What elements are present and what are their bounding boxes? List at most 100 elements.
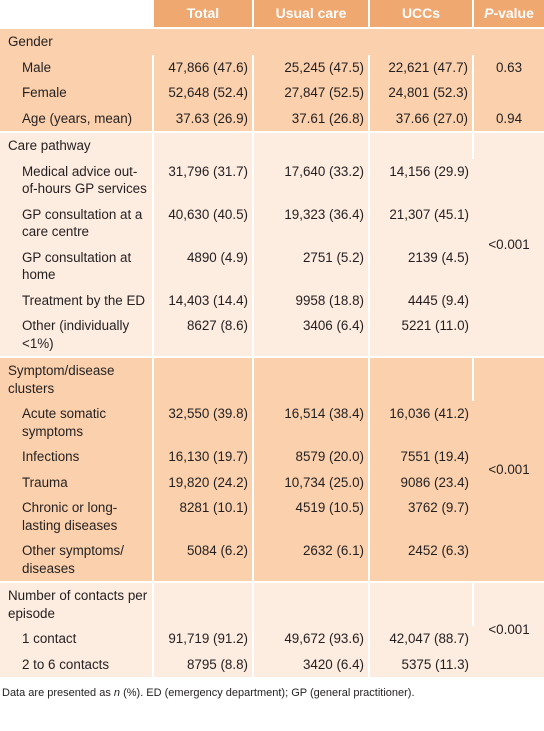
cell-total: 8795 (8.8) xyxy=(186,656,248,672)
section-label-symptom-clusters: Symptom/disease clusters xyxy=(8,363,115,396)
cell-p-value xyxy=(474,80,544,88)
header-p-italic: P xyxy=(484,5,494,21)
cell-uccs: 3762 (9.7) xyxy=(407,500,469,515)
footnote-n: n xyxy=(113,687,121,699)
row-label: 2 to 6 contacts xyxy=(22,656,110,672)
header-row: Total Usual care UCCs P-value xyxy=(0,0,544,29)
table-row: Other (individually <1%) 8627 (8.6) 3406… xyxy=(0,313,544,357)
row-label: Chronic or long-lasting diseases xyxy=(22,500,118,533)
cell-total: 8281 (10.1) xyxy=(179,500,249,515)
cell-usual-care: 9958 (18.8) xyxy=(295,292,365,308)
table-row: 2 to 6 contacts 8795 (8.8) 3420 (6.4) 53… xyxy=(0,651,544,677)
cell-total: 32,550 (39.8) xyxy=(168,406,248,421)
header-p-rest: -value xyxy=(493,5,534,21)
cell-usual-care: 4519 (10.5) xyxy=(295,500,365,515)
cell-usual-care: 49,672 (93.6) xyxy=(284,631,364,646)
cell-uccs: 7551 (19.4) xyxy=(400,449,470,464)
row-label: Other (individually <1%) xyxy=(22,318,130,351)
table-row: GP consultation at home 4890 (4.9) 2751 … xyxy=(0,244,544,288)
table-row: Medical advice out-of-hours GP services … xyxy=(0,158,544,202)
cell-uccs: 21,307 (45.1) xyxy=(389,206,469,222)
cell-usual-care: 27,847 (52.5) xyxy=(284,85,364,100)
cell-total: 91,719 (91.2) xyxy=(168,631,248,646)
cell-usual-care: 17,640 (33.2) xyxy=(284,163,364,179)
table-row: Female 52,648 (52.4) 27,847 (52.5) 24,80… xyxy=(0,80,544,106)
row-label: Male xyxy=(22,59,52,75)
cell-p-value-contacts: <0.001 xyxy=(488,622,530,638)
table-row: Treatment by the ED 14,403 (14.4) 9958 (… xyxy=(0,287,544,313)
row-label: Medical advice out-of-hours GP services xyxy=(22,163,147,197)
cell-uccs: 14,156 (29.9) xyxy=(389,163,469,179)
cell-usual-care: 8579 (20.0) xyxy=(295,449,365,464)
row-label: 1 contact xyxy=(22,631,77,646)
cell-usual-care: 3420 (6.4) xyxy=(302,656,364,672)
cell-total: 40,630 (40.5) xyxy=(168,206,248,222)
cell-total: 19,820 (24.2) xyxy=(168,474,248,490)
cell-usual-care: 19,323 (36.4) xyxy=(284,206,364,222)
table-row: 1 contact 91,719 (91.2) 49,672 (93.6) 42… xyxy=(0,626,544,652)
cell-uccs: 16,036 (41.2) xyxy=(389,406,469,421)
row-label: GP consultation at home xyxy=(22,249,132,283)
cell-total: 52,648 (52.4) xyxy=(168,85,248,100)
cell-uccs: 4445 (9.4) xyxy=(407,292,469,308)
row-label: Trauma xyxy=(22,474,68,490)
cell-p-value-symptom-clusters: <0.001 xyxy=(488,461,530,477)
section-label-care-pathway: Care pathway xyxy=(8,138,91,153)
section-row-gender: Gender xyxy=(0,28,544,55)
cell-uccs: 5375 (11.3) xyxy=(401,656,470,672)
table-row: GP consultation at a care centre 40,630 … xyxy=(0,201,544,245)
table-row: Other symptoms/ diseases 5084 (6.2) 2632… xyxy=(0,538,544,582)
cell-uccs: 42,047 (88.7) xyxy=(389,631,469,646)
section-row-symptom-clusters: Symptom/disease clusters <0.001 xyxy=(0,356,544,582)
cell-p-value: 0.94 xyxy=(495,110,523,126)
cell-usual-care: 16,514 (38.4) xyxy=(284,406,364,421)
table-row: Chronic or long-lasting diseases 8281 (1… xyxy=(0,495,544,538)
cell-uccs: 9086 (23.4) xyxy=(400,474,470,490)
cell-uccs: 37.66 (27.0) xyxy=(395,110,468,126)
cell-usual-care: 2751 (5.2) xyxy=(302,249,364,265)
section-label-gender: Gender xyxy=(8,34,53,49)
header-blank xyxy=(0,0,154,29)
table-row: Male 47,866 (47.6) 25,245 (47.5) 22,621 … xyxy=(0,54,544,80)
row-label: Infections xyxy=(22,449,80,464)
row-label: Treatment by the ED xyxy=(22,292,146,308)
cell-total: 37.63 (26.9) xyxy=(175,110,248,126)
table-row: Infections 16,130 (19.7) 8579 (20.0) 755… xyxy=(0,444,544,470)
section-label-contacts: Number of contacts per episode xyxy=(8,588,148,621)
row-label: Acute somatic symptoms xyxy=(22,406,107,439)
cell-usual-care: 25,245 (47.5) xyxy=(284,59,364,75)
cell-total: 8627 (8.6) xyxy=(186,318,248,333)
cell-usual-care: 37.61 (26.8) xyxy=(291,110,364,126)
cell-total: 5084 (6.2) xyxy=(186,543,248,558)
footnote-pre: Data are presented as xyxy=(2,687,114,699)
cell-uccs: 2452 (6.3) xyxy=(407,543,469,558)
table-row: Age (years, mean) 37.63 (26.9) 37.61 (26… xyxy=(0,105,544,132)
header-usual-care: Usual care xyxy=(253,0,370,29)
footnote-post: (%). ED (emergency department); GP (gene… xyxy=(120,687,415,699)
cell-total: 16,130 (19.7) xyxy=(168,449,248,464)
section-row-care-pathway: Care pathway <0.001 xyxy=(0,131,544,357)
cell-usual-care: 10,734 (25.0) xyxy=(284,474,364,490)
table-row: Acute somatic symptoms 32,550 (39.8) 16,… xyxy=(0,401,544,444)
cell-p-value: 0.63 xyxy=(495,59,523,75)
section-row-contacts: Number of contacts per episode <0.001 xyxy=(0,581,544,677)
header-total: Total xyxy=(153,0,254,29)
cell-total: 4890 (4.9) xyxy=(186,249,248,265)
row-label: Other symptoms/ diseases xyxy=(22,543,124,576)
row-label: GP consultation at a care centre xyxy=(22,206,143,240)
cell-usual-care: 3406 (6.4) xyxy=(302,318,364,333)
row-label: Age (years, mean) xyxy=(22,110,133,126)
header-p-value: P-value xyxy=(473,0,544,29)
cell-usual-care: 2632 (6.1) xyxy=(302,543,364,558)
cell-uccs: 22,621 (47.7) xyxy=(388,59,468,75)
table-row: Trauma 19,820 (24.2) 10,734 (25.0) 9086 … xyxy=(0,469,544,495)
cell-total: 47,866 (47.6) xyxy=(168,59,248,75)
cell-uccs: 24,801 (52.3) xyxy=(388,85,468,100)
cell-total: 31,796 (31.7) xyxy=(168,163,248,179)
cell-uccs: 5221 (11.0) xyxy=(401,318,470,333)
table-footnote: Data are presented as n (%). ED (emergen… xyxy=(2,687,544,699)
header-uccs: UCCs xyxy=(369,0,474,29)
comparison-table: Total Usual care UCCs P-value Gender Mal… xyxy=(0,0,544,677)
row-label: Female xyxy=(22,85,67,100)
cell-p-value-care-pathway: <0.001 xyxy=(488,236,530,252)
